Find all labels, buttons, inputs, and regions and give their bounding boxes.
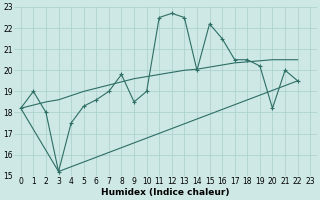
X-axis label: Humidex (Indice chaleur): Humidex (Indice chaleur) [101,188,230,197]
